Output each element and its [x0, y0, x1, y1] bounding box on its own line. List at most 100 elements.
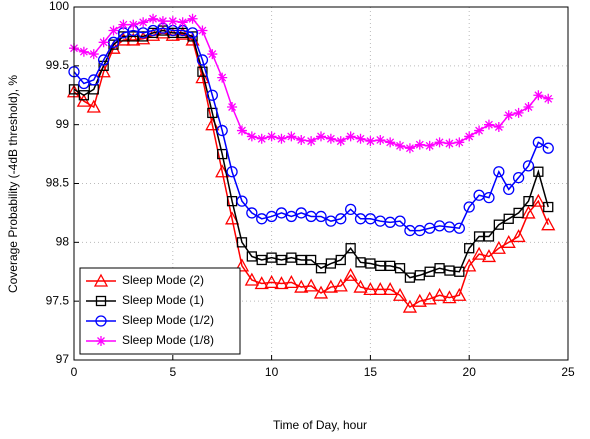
marker	[483, 231, 495, 242]
marker	[216, 124, 228, 137]
marker	[224, 211, 240, 225]
marker	[306, 136, 317, 147]
marker	[454, 137, 465, 148]
legend-label: Sleep Mode (1/2)	[122, 313, 214, 327]
marker	[454, 266, 465, 277]
legend: Sleep Mode (2) Sleep Mode (1) Sleep Mode (…	[79, 267, 241, 355]
marker	[442, 290, 457, 304]
marker	[394, 263, 406, 274]
y-axis-label: Coverage Probability (-4dB threshold), %	[6, 75, 20, 293]
y-tick-label: 97	[56, 352, 70, 366]
marker	[78, 46, 89, 57]
marker	[365, 136, 376, 147]
marker	[512, 171, 525, 184]
x-tick-label: 15	[364, 365, 378, 379]
marker	[474, 125, 485, 136]
marker	[256, 254, 267, 266]
marker	[167, 16, 178, 27]
marker	[365, 258, 376, 269]
marker	[187, 13, 198, 24]
marker	[541, 217, 556, 231]
marker	[414, 139, 425, 150]
legend-box	[79, 267, 241, 355]
marker	[335, 136, 346, 147]
x-tick-label: 25	[561, 365, 575, 379]
marker	[265, 210, 278, 223]
marker	[227, 102, 238, 113]
marker	[97, 54, 110, 66]
marker	[236, 125, 247, 136]
marker	[385, 260, 396, 272]
marker	[196, 54, 209, 66]
marker	[513, 207, 524, 219]
marker	[295, 207, 307, 219]
marker	[325, 258, 337, 269]
marker	[126, 32, 141, 46]
marker	[532, 136, 545, 148]
marker	[266, 252, 277, 263]
x-tick-label: 5	[169, 365, 176, 379]
marker	[444, 265, 455, 276]
marker	[296, 134, 307, 145]
marker	[444, 138, 455, 149]
marker	[373, 282, 388, 296]
marker	[148, 13, 159, 24]
marker	[323, 279, 338, 293]
marker	[493, 166, 505, 178]
marker	[543, 201, 554, 213]
marker	[353, 279, 368, 293]
marker	[471, 246, 487, 260]
marker	[424, 266, 435, 277]
marker	[543, 93, 554, 104]
marker	[256, 133, 267, 144]
marker	[412, 293, 427, 307]
legend-label: Sleep Mode (1/8)	[122, 333, 214, 347]
marker	[392, 287, 408, 301]
marker	[157, 16, 168, 27]
marker	[355, 257, 366, 268]
marker	[274, 276, 289, 290]
marker	[195, 70, 210, 84]
marker	[315, 263, 327, 274]
marker	[136, 31, 151, 45]
marker	[523, 195, 534, 207]
marker	[503, 110, 514, 121]
plot-frame	[73, 6, 569, 361]
marker	[244, 272, 259, 286]
marker	[294, 279, 309, 293]
marker	[78, 90, 90, 101]
marker	[385, 137, 396, 148]
marker	[473, 231, 485, 242]
y-tick-label: 99.5	[46, 58, 70, 72]
marker	[325, 133, 336, 144]
marker	[285, 210, 298, 223]
marker	[464, 131, 475, 142]
marker	[345, 131, 356, 142]
legend-marker	[93, 273, 109, 287]
marker	[335, 254, 346, 266]
marker	[284, 274, 299, 288]
marker	[234, 258, 250, 272]
marker	[286, 252, 297, 263]
marker	[254, 276, 269, 290]
series-line	[73, 27, 549, 232]
marker	[422, 291, 437, 305]
marker	[493, 122, 504, 133]
marker	[266, 131, 277, 142]
marker	[463, 201, 475, 213]
marker	[217, 72, 228, 83]
marker	[197, 66, 208, 77]
marker	[464, 243, 475, 254]
marker	[86, 99, 101, 113]
marker	[511, 229, 526, 243]
marker	[88, 49, 99, 60]
marker	[343, 267, 358, 281]
marker	[246, 131, 257, 142]
marker	[177, 17, 188, 28]
marker	[344, 203, 357, 216]
marker	[542, 142, 554, 154]
marker	[305, 254, 317, 266]
marker	[513, 107, 524, 118]
marker	[453, 222, 465, 234]
